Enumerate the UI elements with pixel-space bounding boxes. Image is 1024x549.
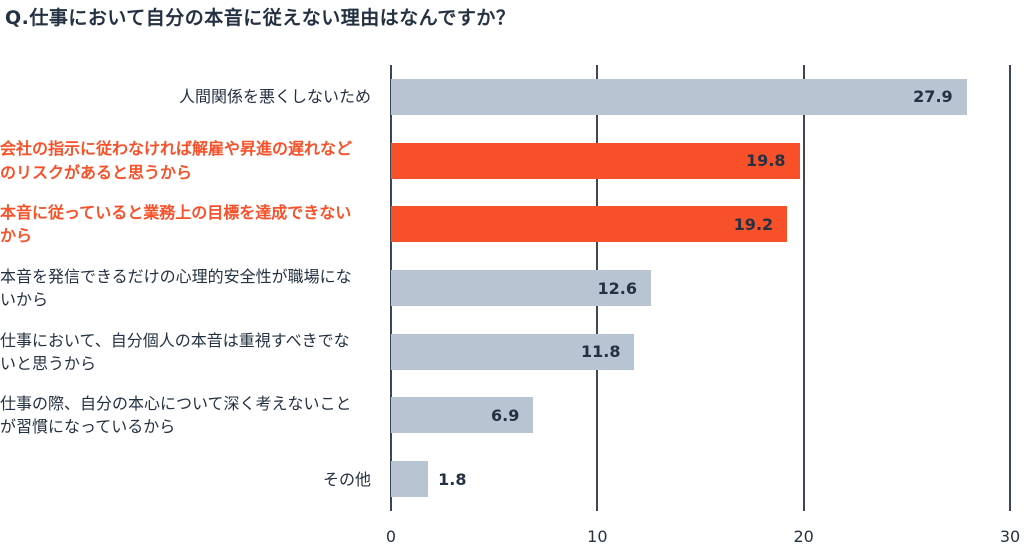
x-axis: 0 10 20 30 <box>386 511 1020 549</box>
bar: 19.8 <box>391 142 800 179</box>
chart-row: その他 1.8 <box>0 447 1010 511</box>
x-tick-label: 20 <box>793 527 814 546</box>
bar-track: 27.9 <box>391 78 1010 115</box>
category-label: 人間関係を悪くしないため <box>178 87 371 107</box>
category-label: 本音を発信できるだけの心理的安全性が職場にな いから <box>0 266 352 310</box>
chart-row: 本音に従っていると業務上の目標を達成できない から 19.2 <box>0 192 1010 256</box>
bar: 11.8 <box>391 333 635 370</box>
bar-chart: 人間関係を悪くしないため 27.9 会社の指示に従わなければ解雇や昇進の遅れなど… <box>0 65 1020 549</box>
chart-row: 仕事において、自分個人の本音は重視すべきでな いと思うから 11.8 <box>0 320 1010 384</box>
bar: 12.6 <box>391 270 651 307</box>
bar-track: 1.8 <box>391 461 1010 498</box>
value-label: 27.9 <box>913 87 953 107</box>
category-label: 会社の指示に従わなければ解雇や昇進の遅れなど のリスクがあると思うから <box>0 139 353 182</box>
bar-track: 6.9 <box>391 397 1010 434</box>
bar-track: 19.2 <box>391 206 1010 243</box>
x-tick-label: 0 <box>385 527 397 546</box>
bar: 27.9 <box>391 78 967 115</box>
value-label: 12.6 <box>597 278 637 298</box>
x-tick-label: 10 <box>587 527 608 546</box>
value-label: 19.2 <box>733 214 774 234</box>
chart-row: 仕事の際、自分の本心について深く考えないこと が習慣になっているから 6.9 <box>0 384 1010 448</box>
bar-track: 12.6 <box>391 270 1010 307</box>
x-tick-label: 30 <box>999 527 1021 546</box>
page-title: Q.仕事において自分の本音に従えない理由はなんですか？ <box>5 7 516 29</box>
bar: 19.2 <box>391 206 788 243</box>
chart-row: 本音を発信できるだけの心理的安全性が職場にな いから 12.6 <box>0 256 1010 320</box>
bar-track: 11.8 <box>391 333 1010 370</box>
value-label: 6.9 <box>491 405 520 425</box>
value-label: 1.8 <box>438 469 467 489</box>
value-label: 11.8 <box>580 342 621 362</box>
bar-rows: 人間関係を悪くしないため 27.9 会社の指示に従わなければ解雇や昇進の遅れなど… <box>0 65 1010 511</box>
category-label: 仕事の際、自分の本心について深く考えないこと が習慣になっているから <box>0 394 352 437</box>
chart-row: 人間関係を悪くしないため 27.9 <box>0 65 1010 129</box>
gridline <box>1009 65 1011 511</box>
bar: 1.8 <box>391 461 466 498</box>
category-label: その他 <box>322 469 371 489</box>
chart-row: 会社の指示に従わなければ解雇や昇進の遅れなど のリスクがあると思うから 19.8 <box>0 129 1010 193</box>
bar-track: 19.8 <box>391 142 1010 179</box>
bar: 6.9 <box>391 397 534 434</box>
value-label: 19.8 <box>746 151 786 171</box>
category-label: 仕事において、自分個人の本音は重視すべきでな いと思うから <box>0 330 350 373</box>
category-label: 本音に従っていると業務上の目標を達成できない から <box>0 203 352 246</box>
gridline <box>802 65 805 511</box>
